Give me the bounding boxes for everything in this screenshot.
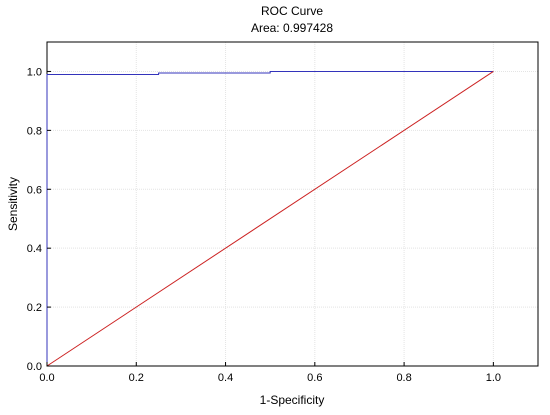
x-axis-ticks: 0.0 0.2 0.4 0.6 0.8 1.0 [39,362,501,384]
x-tick-label: 1.0 [486,372,501,384]
chart-title: ROC Curve [261,4,323,18]
y-axis-ticks: 0.0 0.2 0.4 0.6 0.8 1.0 [27,66,51,373]
x-tick-label: 0.2 [129,372,144,384]
x-tick-label: 0.0 [39,372,54,384]
x-tick-label: 0.8 [396,372,411,384]
y-tick-label: 0.8 [27,125,42,137]
y-tick-label: 0.4 [27,243,42,255]
y-tick-label: 0.2 [27,302,42,314]
x-axis-label: 1-Specificity [260,393,325,407]
y-tick-label: 0.0 [27,361,42,373]
y-tick-label: 0.6 [27,184,42,196]
roc-curve-line [46,70,494,366]
series-layer [46,70,494,367]
y-tick-label: 1.0 [27,66,42,78]
grid-lines [47,42,538,366]
y-axis-label: Sensitivity [6,177,20,231]
reference-diagonal-line [46,71,494,367]
chart-subtitle: Area: 0.997428 [251,21,333,35]
x-tick-label: 0.6 [307,372,322,384]
x-tick-label: 0.4 [218,372,233,384]
